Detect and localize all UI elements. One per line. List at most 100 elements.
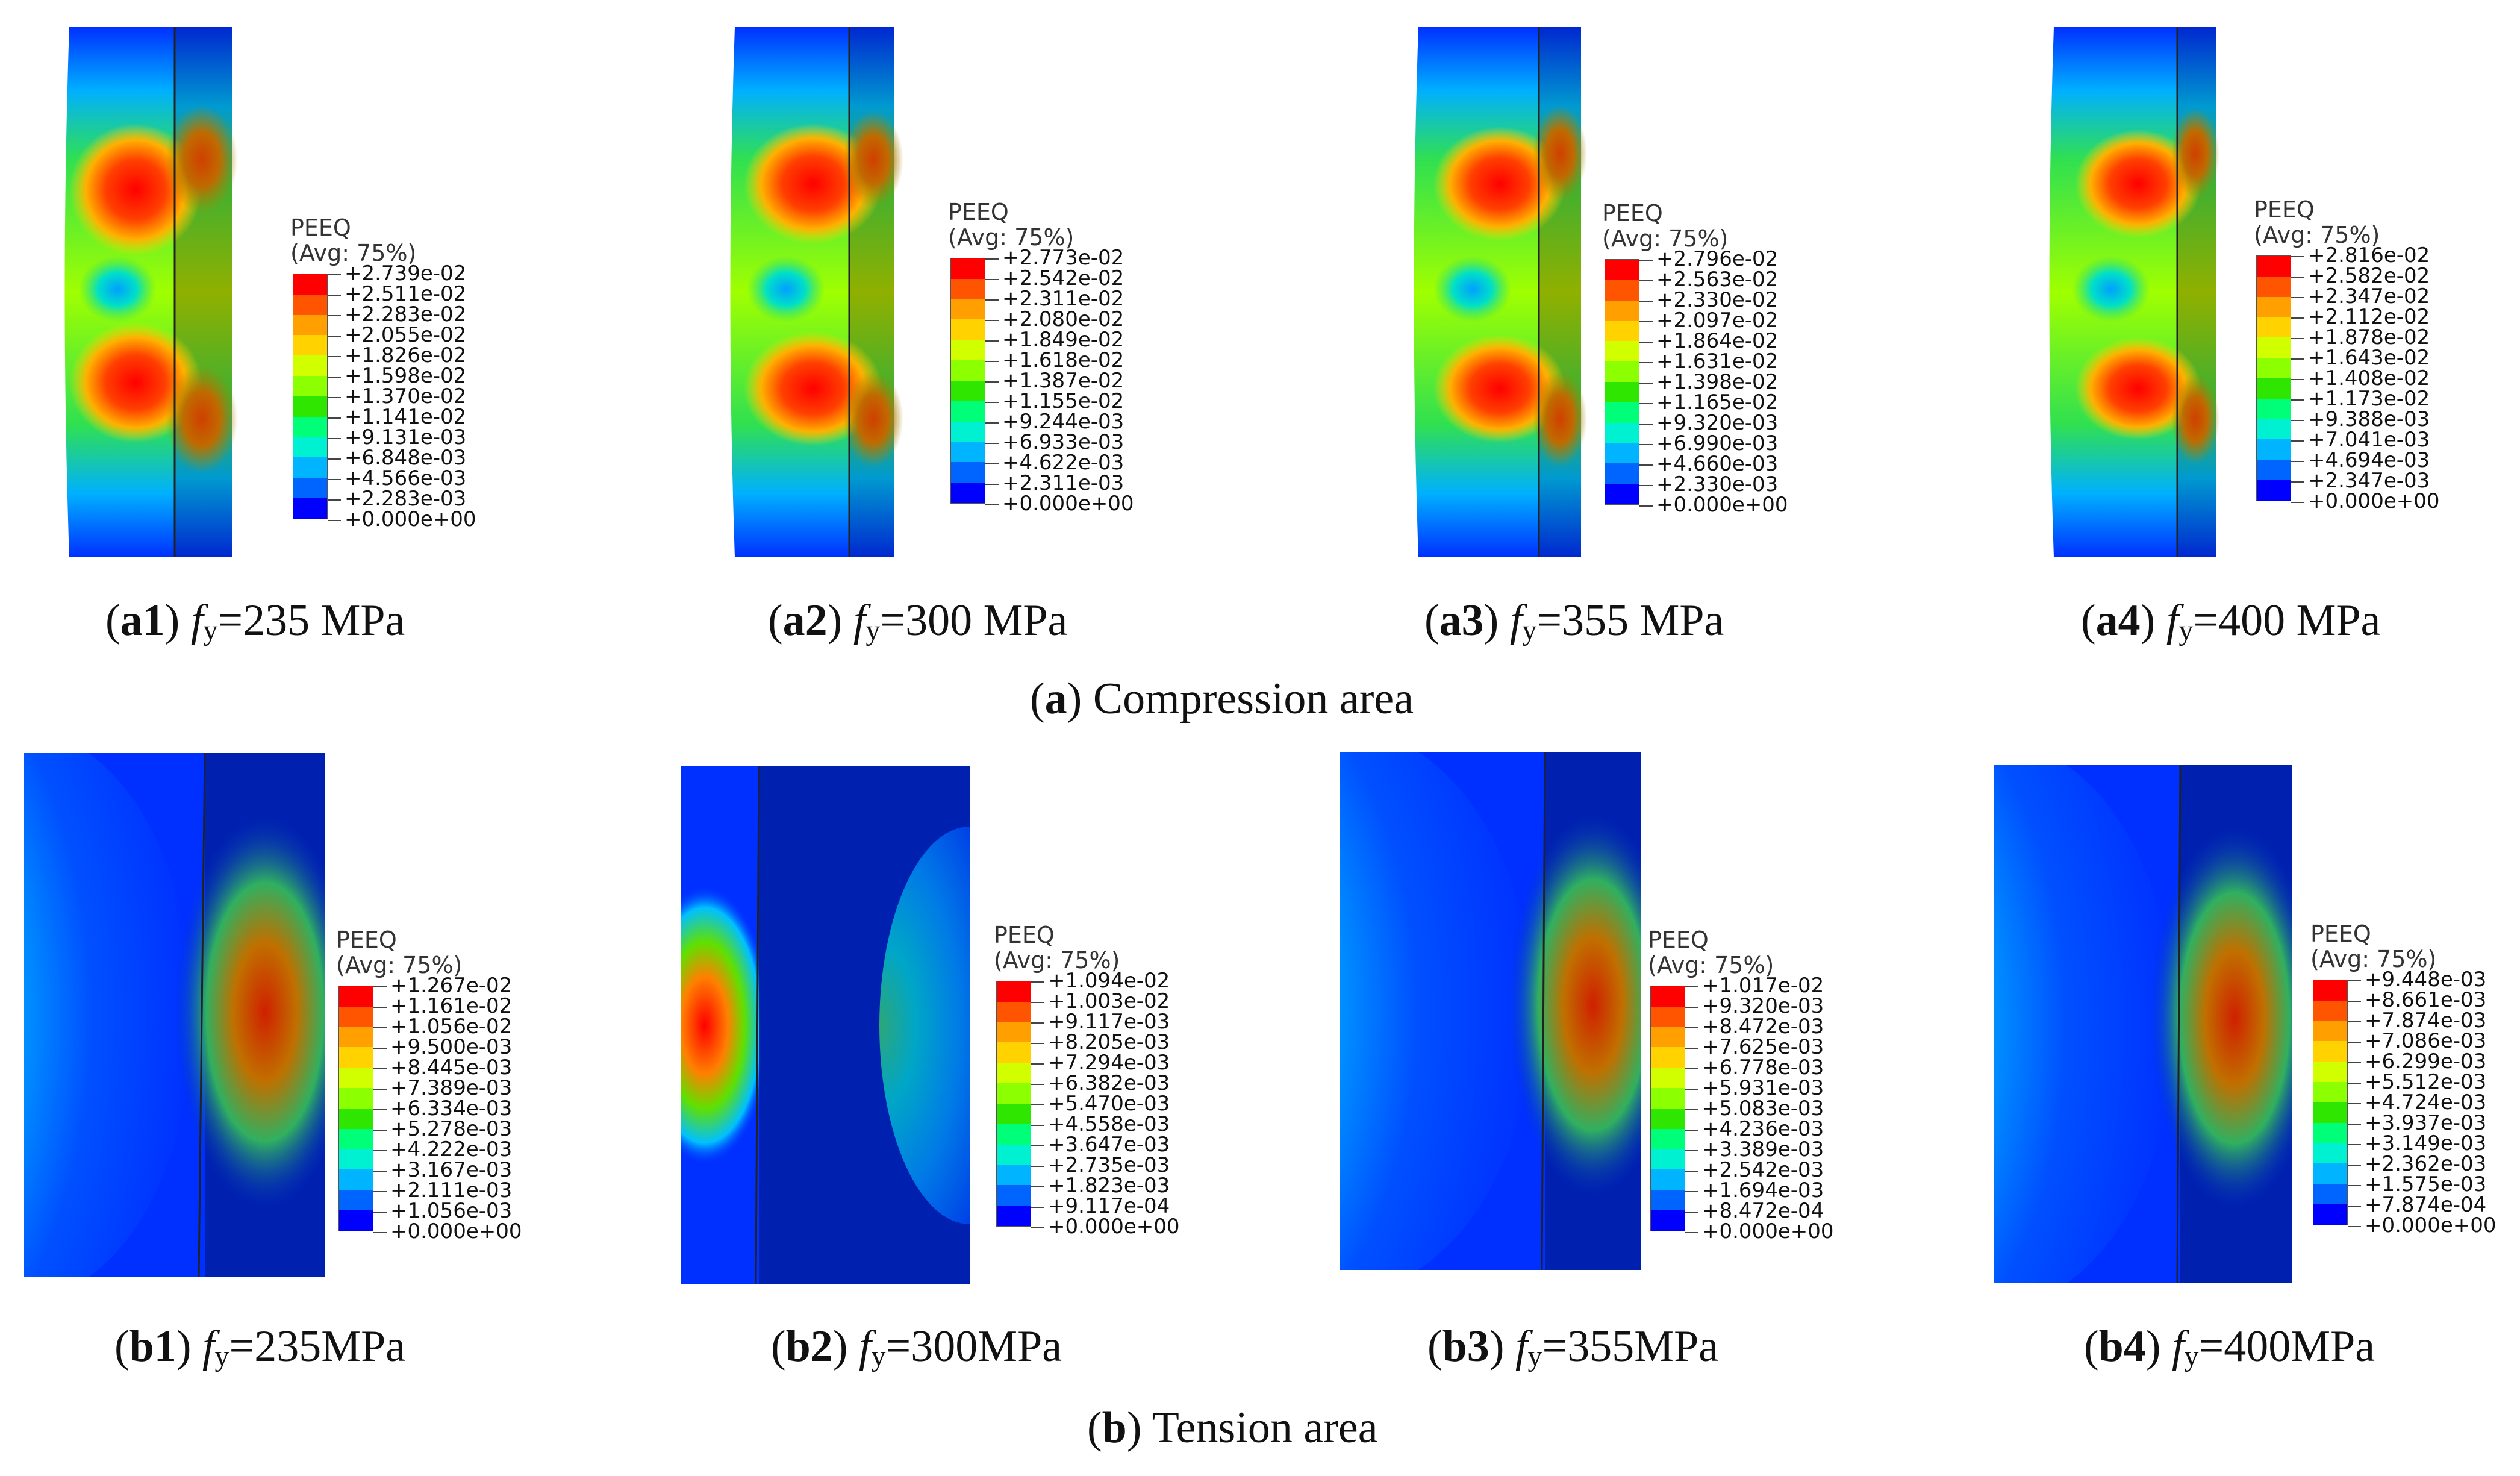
color-bar <box>293 274 328 519</box>
color-band <box>339 1169 373 1190</box>
legend-value: +2.283e-02 <box>328 304 466 325</box>
color-band <box>339 1068 373 1089</box>
legend-value: +1.408e-02 <box>2291 368 2430 389</box>
color-band <box>293 294 327 315</box>
color-band <box>1651 1088 1685 1109</box>
legend-value: +7.389e-03 <box>373 1078 512 1098</box>
caption-b1: (b1) fy=235MPa <box>114 1322 406 1372</box>
color-band <box>339 1088 373 1109</box>
legend-value: +1.864e-02 <box>1639 331 1778 351</box>
legend-value: +1.267e-02 <box>373 975 512 996</box>
legend-value: +6.299e-03 <box>2348 1051 2486 1072</box>
legend-value: +1.165e-02 <box>1639 392 1778 413</box>
color-bar <box>950 258 985 504</box>
legend-value: +2.582e-02 <box>2291 266 2430 286</box>
legend-value: +2.347e-02 <box>2291 286 2430 307</box>
caption-a3: (a3) fy=355 MPa <box>1424 596 1724 646</box>
legend-value: +9.320e-03 <box>1639 413 1778 433</box>
color-band <box>997 1001 1031 1022</box>
color-band <box>293 437 327 458</box>
color-band <box>1651 986 1685 1007</box>
legend-value: +7.874e-03 <box>2348 1010 2486 1031</box>
legend-value: +1.618e-02 <box>985 350 1124 371</box>
contour-plot-a1 <box>64 27 238 557</box>
color-band <box>997 1165 1031 1186</box>
color-band <box>2313 1102 2347 1123</box>
color-band <box>951 319 985 340</box>
legend-a3: PEEQ (Avg: 75%) +2.796e-02 +2.563e-02 +2.330… <box>1602 200 1855 515</box>
color-band <box>2257 337 2291 358</box>
legend-value: +9.117e-04 <box>1031 1196 1170 1216</box>
color-band <box>2257 460 2291 481</box>
color-band <box>339 1108 373 1129</box>
color-band <box>997 1083 1031 1104</box>
color-band <box>2313 1062 2347 1083</box>
legend-value: +4.566e-03 <box>328 468 466 489</box>
color-band <box>339 1047 373 1068</box>
color-band <box>2313 1184 2347 1205</box>
color-bar <box>2313 980 2348 1225</box>
color-band <box>1651 1210 1685 1231</box>
contour-plot-b4 <box>1994 765 2292 1283</box>
legend-value: +4.558e-03 <box>1031 1114 1170 1134</box>
color-band <box>339 1006 373 1027</box>
legend-value: +8.472e-03 <box>1685 1016 1824 1037</box>
color-band <box>339 1149 373 1170</box>
legend-value: +1.155e-02 <box>985 391 1124 411</box>
color-band <box>1605 402 1639 423</box>
color-band <box>2257 480 2291 501</box>
color-band <box>2313 1021 2347 1042</box>
color-band <box>951 421 985 442</box>
color-band <box>293 478 327 499</box>
legend-value: +1.823e-03 <box>1031 1175 1170 1196</box>
color-band <box>951 340 985 361</box>
color-band <box>2257 378 2291 399</box>
color-band <box>1605 260 1639 280</box>
legend-value: +9.388e-03 <box>2291 409 2430 430</box>
legend-value: +2.347e-03 <box>2291 471 2430 491</box>
legend-value: +3.389e-03 <box>1685 1139 1824 1160</box>
legend-value: +2.511e-02 <box>328 284 466 304</box>
color-band <box>997 1206 1031 1226</box>
color-band <box>951 258 985 279</box>
legend-value: +4.622e-03 <box>985 452 1124 473</box>
legend-value: +0.000e+00 <box>1685 1221 1834 1242</box>
caption-a2: (a2) fy=300 MPa <box>768 596 1068 646</box>
legend-value: +7.625e-03 <box>1685 1037 1824 1057</box>
color-band <box>997 1144 1031 1165</box>
color-band <box>293 457 327 478</box>
color-band <box>1651 1108 1685 1129</box>
legend-title: PEEQ <box>1602 200 1663 227</box>
legend-value: +4.236e-03 <box>1685 1119 1824 1139</box>
legend-value: +2.080e-02 <box>985 309 1124 330</box>
legend-value: +3.167e-03 <box>373 1160 512 1180</box>
legend-value: +3.647e-03 <box>1031 1134 1170 1155</box>
color-band <box>1605 300 1639 321</box>
legend-value: +1.631e-02 <box>1639 351 1778 372</box>
legend-value: +1.849e-02 <box>985 330 1124 350</box>
contour-plot-a4 <box>2049 27 2219 557</box>
color-band <box>293 314 327 336</box>
legend-b1: PEEQ (Avg: 75%) +1.267e-02 +1.161e-02 +1.056… <box>336 928 589 1242</box>
legend-value: +0.000e+00 <box>1639 495 1788 515</box>
legend-value: +1.598e-02 <box>328 366 466 386</box>
color-band <box>997 1124 1031 1145</box>
legend-value: +9.131e-03 <box>328 427 466 448</box>
legend-value: +1.141e-02 <box>328 407 466 427</box>
caption-b4: (b4) fy=400MPa <box>2084 1322 2375 1372</box>
contour-plot-b3 <box>1340 752 1641 1270</box>
caption-b2: (b2) fy=300MPa <box>771 1322 1062 1372</box>
legend-value: +2.283e-03 <box>328 489 466 509</box>
color-band <box>1605 443 1639 464</box>
caption-a4: (a4) fy=400 MPa <box>2081 596 2381 646</box>
color-band <box>2257 256 2291 277</box>
legend-value: +4.222e-03 <box>373 1139 512 1160</box>
color-bar <box>1605 259 1639 505</box>
legend-value: +1.643e-02 <box>2291 348 2430 368</box>
legend-value: +1.878e-02 <box>2291 327 2430 348</box>
legend-value: +3.149e-03 <box>2348 1133 2486 1154</box>
color-band <box>1651 1006 1685 1027</box>
legend-value: +1.017e-02 <box>1685 975 1824 996</box>
legend-value: +5.083e-03 <box>1685 1098 1824 1119</box>
